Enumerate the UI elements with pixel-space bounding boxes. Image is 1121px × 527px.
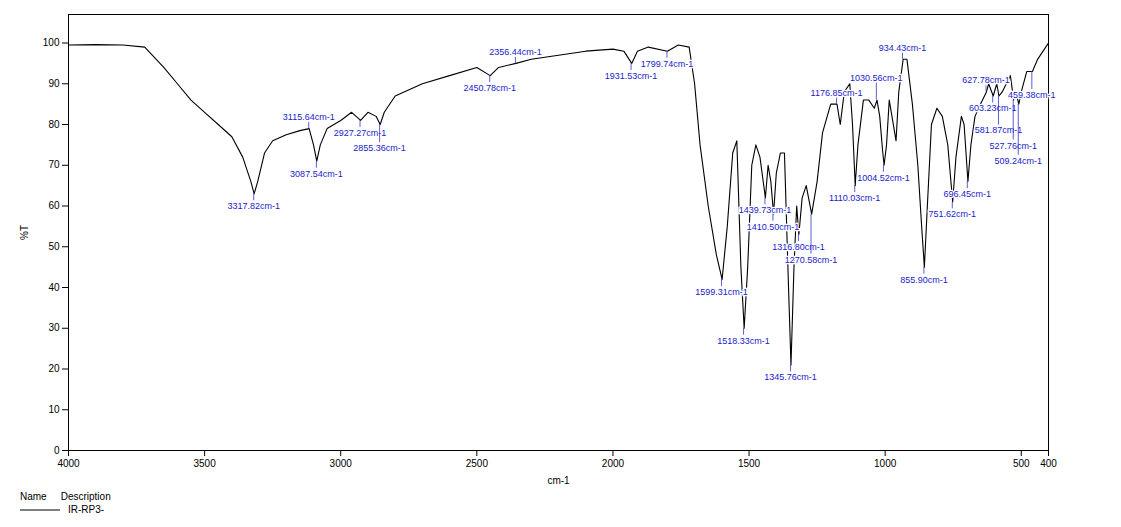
svg-text:1599.31cm-1: 1599.31cm-1: [695, 287, 748, 297]
svg-text:2356.44cm-1: 2356.44cm-1: [489, 47, 542, 57]
svg-text:3115.64cm-1: 3115.64cm-1: [283, 112, 335, 122]
svg-text:1518.33cm-1: 1518.33cm-1: [717, 336, 770, 346]
svg-text:400: 400: [1040, 458, 1057, 469]
svg-text:1500: 1500: [738, 458, 761, 469]
svg-text:500: 500: [1013, 458, 1030, 469]
svg-text:%T: %T: [19, 225, 30, 240]
svg-text:603.23cm-1: 603.23cm-1: [969, 103, 1017, 113]
svg-text:1030.56cm-1: 1030.56cm-1: [850, 73, 903, 83]
svg-text:1270.58cm-1: 1270.58cm-1: [785, 255, 838, 265]
svg-text:60: 60: [48, 200, 60, 211]
svg-text:10: 10: [48, 404, 60, 415]
svg-text:3087.54cm-1: 3087.54cm-1: [290, 169, 343, 179]
svg-text:2855.36cm-1: 2855.36cm-1: [353, 143, 406, 153]
svg-text:2000: 2000: [602, 458, 625, 469]
svg-text:2450.78cm-1: 2450.78cm-1: [463, 83, 516, 93]
svg-text:3000: 3000: [330, 458, 353, 469]
svg-text:1176.85cm-1: 1176.85cm-1: [811, 88, 863, 98]
html-text:Description: Description: [60, 491, 111, 502]
svg-text:509.24cm-1: 509.24cm-1: [994, 156, 1042, 166]
svg-text:2500: 2500: [466, 458, 489, 469]
svg-text:1410.50cm-1: 1410.50cm-1: [747, 222, 800, 232]
svg-text:751.62cm-1: 751.62cm-1: [929, 209, 977, 219]
svg-text:3317.82cm-1: 3317.82cm-1: [227, 201, 280, 211]
svg-text:1799.74cm-1: 1799.74cm-1: [641, 59, 694, 69]
svg-text:1931.53cm-1: 1931.53cm-1: [605, 71, 658, 81]
svg-text:627.78cm-1: 627.78cm-1: [962, 75, 1010, 85]
html-text:IR-RP3-: IR-RP3-: [68, 504, 105, 515]
svg-text:1316.80cm-1: 1316.80cm-1: [772, 242, 825, 252]
svg-text:1439.73cm-1: 1439.73cm-1: [739, 205, 792, 215]
svg-text:cm-1: cm-1: [547, 475, 570, 486]
svg-text:3500: 3500: [193, 458, 216, 469]
svg-text:30: 30: [48, 322, 60, 333]
svg-text:855.90cm-1: 855.90cm-1: [900, 275, 948, 285]
svg-text:80: 80: [48, 119, 60, 130]
svg-text:20: 20: [48, 363, 60, 374]
svg-text:581.87cm-1: 581.87cm-1: [975, 125, 1023, 135]
svg-text:2927.27cm-1: 2927.27cm-1: [334, 128, 387, 138]
svg-text:4000: 4000: [57, 458, 80, 469]
html-text:Name: Name: [20, 491, 47, 502]
svg-text:459.38cm-1: 459.38cm-1: [1008, 90, 1056, 100]
svg-text:100: 100: [43, 37, 60, 48]
svg-text:1110.03cm-1: 1110.03cm-1: [829, 193, 880, 203]
svg-text:527.76cm-1: 527.76cm-1: [989, 141, 1037, 151]
svg-text:696.45cm-1: 696.45cm-1: [944, 189, 992, 199]
svg-text:50: 50: [48, 241, 60, 252]
svg-text:0: 0: [54, 445, 60, 456]
svg-text:40: 40: [48, 282, 60, 293]
svg-text:1345.76cm-1: 1345.76cm-1: [764, 372, 817, 382]
svg-text:70: 70: [48, 159, 60, 170]
svg-text:1004.52cm-1: 1004.52cm-1: [857, 173, 910, 183]
svg-text:934.43cm-1: 934.43cm-1: [879, 43, 927, 53]
svg-text:90: 90: [48, 78, 60, 89]
svg-text:1000: 1000: [874, 458, 897, 469]
